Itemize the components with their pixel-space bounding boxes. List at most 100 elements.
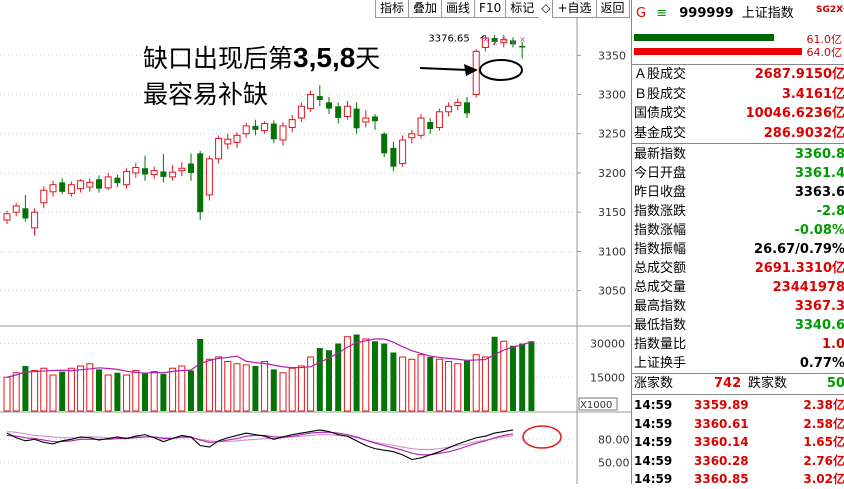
overlay-button[interactable]: 叠加 (408, 0, 442, 18)
volume-bar (418, 355, 424, 411)
panel-header: G ≡ 999999 上证指数 SG2XG1 (636, 2, 794, 21)
tick-time: 14:59 (634, 470, 672, 489)
tick-amount: 1.65亿 (803, 433, 844, 452)
volume-bar (519, 344, 525, 412)
add-favorite-button[interactable]: +自选 (552, 0, 596, 18)
volume-series (4, 335, 534, 412)
volume-bar (41, 368, 47, 411)
candle-body (179, 168, 185, 170)
volume-bar (32, 371, 38, 412)
stat-label: 昨日收盘 (634, 183, 686, 202)
indicator-button[interactable]: 指标 (375, 0, 409, 18)
candle-body (455, 102, 461, 105)
candle-body (446, 106, 452, 111)
volume-bar (390, 353, 396, 412)
volume-bar (160, 374, 166, 411)
volume-bar (298, 366, 304, 411)
volume-bar (363, 339, 369, 411)
candle-body (216, 138, 222, 158)
tick-amount: 3.02亿 (803, 470, 844, 489)
candle-body (289, 120, 295, 128)
tick-price: 3360.61 (694, 415, 749, 434)
max-price-label: 3376.65 (428, 33, 469, 44)
volume-bar (482, 357, 488, 411)
index-name: 上证指数 (742, 6, 794, 21)
volume-bar (427, 357, 433, 411)
stat-value: 1.0 (822, 335, 844, 354)
down-count-value: 50 (827, 374, 844, 393)
volume-bar (68, 368, 74, 411)
candle-body (436, 112, 442, 128)
candle-body (124, 171, 130, 184)
formula-tag[interactable]: SG2XG1 (816, 5, 844, 15)
price-tick-label: 3350 (598, 49, 626, 62)
sell-strength-label: 64.0亿 (807, 44, 843, 60)
candle-body (22, 208, 28, 218)
up-count-value: 742 (714, 374, 741, 393)
stat-row: 指数量比 1.0 (632, 335, 844, 354)
stat-label: 指数量比 (634, 335, 686, 354)
stat-label: 指数涨幅 (634, 221, 686, 240)
price-tick-label: 3150 (598, 206, 626, 219)
stat-value: 26.67/0.79% (754, 240, 844, 259)
gap-annotation-text: 缺口出现后第3,5,8天 最容易补缺 (143, 40, 380, 113)
draw-line-button[interactable]: 画线 (441, 0, 475, 18)
volume-bar (78, 366, 84, 411)
volume-value: 2687.9150亿 (755, 65, 844, 84)
volume-bar (436, 359, 442, 411)
candle-body (170, 172, 176, 177)
diamond-icon[interactable]: ◇ (538, 0, 553, 17)
down-count-label: 跌家数 (748, 374, 787, 393)
stat-label: 总成交量 (634, 278, 686, 297)
candle-body (225, 139, 231, 144)
signal-marker: × (510, 38, 517, 47)
logo-icon[interactable]: G (636, 6, 646, 21)
candle-body (262, 124, 268, 131)
candle-body (243, 126, 249, 134)
menu-icon[interactable]: ≡ (656, 6, 667, 21)
tick-time: 14:59 (634, 396, 672, 415)
volume-bar (188, 371, 194, 412)
candle-body (464, 102, 470, 113)
index-code: 999999 (679, 6, 733, 21)
gap-highlight-ellipse (480, 60, 522, 80)
candle-body (4, 214, 10, 220)
stat-value: 23441978 (773, 278, 844, 297)
back-button[interactable]: 返回 (596, 0, 630, 18)
tick-amount: 2.58亿 (803, 415, 844, 434)
volume-bar (197, 339, 203, 411)
volume-bar (105, 375, 111, 411)
stat-value: 2691.3310亿 (755, 259, 844, 278)
volume-bar (289, 368, 295, 411)
volume-bar (225, 362, 231, 412)
volume-bar (13, 373, 19, 411)
candle-body (151, 171, 157, 175)
stat-value: 0.77% (800, 354, 844, 373)
volume-label: 国债成交 (634, 104, 686, 123)
volume-bar (492, 337, 498, 411)
annotation-days: 3,5,8 (293, 42, 355, 73)
candle-body (372, 116, 378, 121)
candle-body (59, 182, 65, 191)
volume-bar (142, 373, 148, 411)
volume-bar (234, 364, 240, 411)
candle-body (519, 46, 525, 48)
volume-bar (133, 371, 139, 412)
candle-body (280, 126, 286, 140)
f10-button[interactable]: F10 (474, 0, 506, 18)
sell-strength-bar (634, 48, 802, 55)
buy-strength-row: 61.0亿 (632, 34, 844, 42)
candle-body (252, 126, 258, 130)
tick-price: 3360.85 (694, 470, 749, 489)
mark-button[interactable]: 标记 (505, 0, 539, 18)
volume-unit-label: X1000 (580, 400, 612, 411)
stat-value: 3361.4 (795, 164, 844, 183)
candle-body (160, 171, 166, 176)
